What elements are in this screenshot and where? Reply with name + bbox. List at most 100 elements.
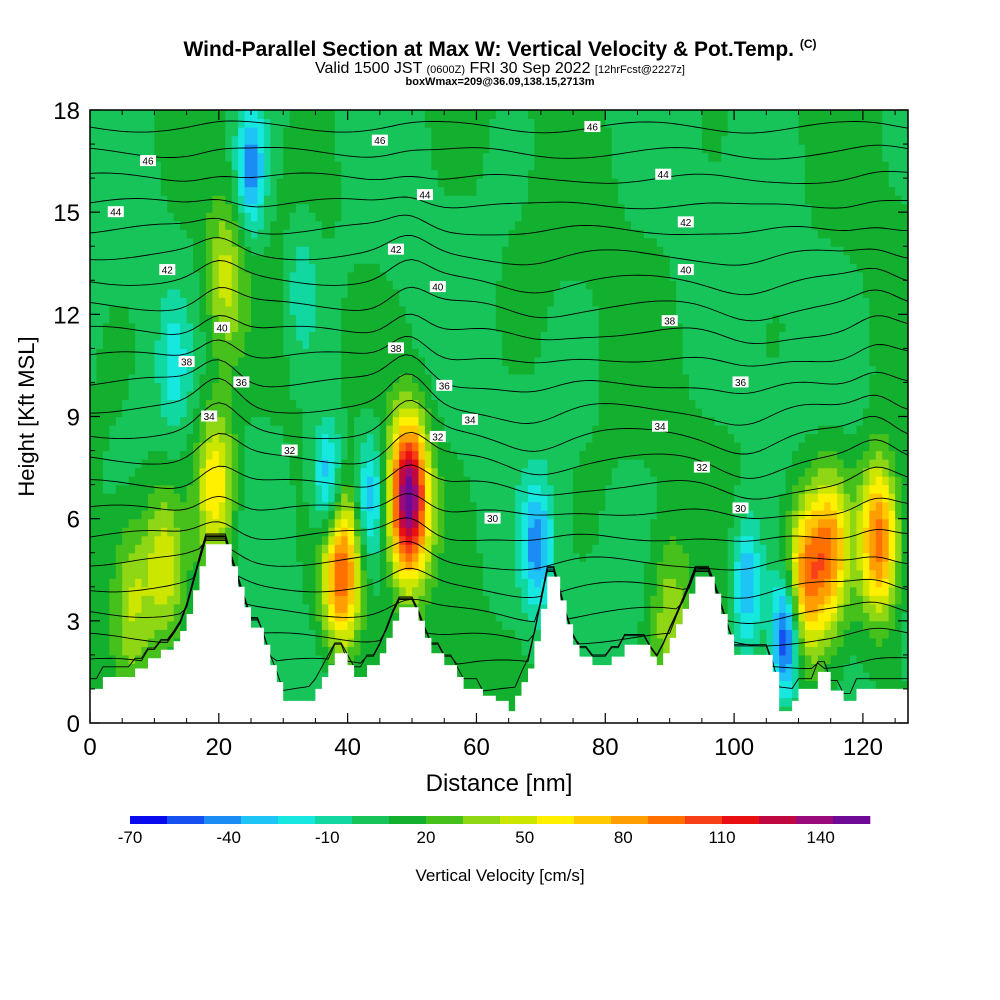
field-cell (412, 510, 420, 520)
field-cell (205, 501, 213, 511)
field-cell (160, 237, 168, 247)
field-cell (412, 288, 420, 298)
field-cell (379, 425, 387, 435)
field-cell (373, 527, 381, 537)
field-cell (225, 263, 233, 273)
field-cell (276, 569, 284, 579)
field-cell (122, 178, 130, 188)
field-cell (90, 127, 98, 137)
field-cell (296, 314, 304, 324)
field-cell (212, 339, 220, 349)
field-cell (160, 348, 168, 358)
field-cell (515, 161, 523, 171)
field-cell (321, 399, 329, 409)
field-cell (296, 459, 304, 469)
field-cell (373, 425, 381, 435)
field-cell (283, 510, 291, 520)
field-cell (412, 203, 420, 213)
field-cell (251, 135, 259, 145)
field-cell (225, 314, 233, 324)
field-cell (502, 450, 510, 460)
field-cell (109, 484, 117, 494)
field-cell (109, 161, 117, 171)
field-cell (470, 135, 478, 145)
field-cell (302, 280, 310, 290)
field-cell (289, 178, 297, 188)
field-cell (205, 450, 213, 460)
field-cell (160, 450, 168, 460)
field-cell (302, 356, 310, 367)
field-cell (296, 552, 304, 562)
field-cell (276, 373, 284, 384)
field-cell (386, 322, 394, 332)
field-cell (173, 263, 181, 273)
field-cell (283, 348, 291, 358)
field-cell (418, 118, 426, 128)
field-cell (135, 561, 143, 571)
field-cell (90, 152, 98, 162)
field-cell (154, 442, 162, 452)
field-cell (373, 433, 381, 443)
field-cell (470, 501, 478, 511)
field-cell (379, 152, 387, 162)
field-cell (373, 399, 381, 409)
field-cell (470, 246, 478, 256)
field-cell (476, 552, 484, 562)
field-cell (289, 169, 297, 179)
field-cell (437, 620, 445, 630)
field-cell (489, 263, 497, 273)
field-cell (405, 229, 413, 239)
field-cell (321, 442, 329, 452)
field-cell (366, 501, 374, 511)
field-cell (502, 637, 510, 647)
field-cell (154, 271, 162, 281)
field-cell (115, 544, 123, 554)
field-cell (147, 467, 156, 477)
field-cell (328, 322, 336, 332)
field-cell (173, 442, 181, 452)
field-cell (154, 620, 162, 630)
field-cell (205, 288, 213, 298)
field-cell (399, 229, 407, 239)
field-cell (347, 322, 355, 332)
field-cell (347, 467, 355, 477)
field-cell (437, 501, 445, 511)
field-cell (489, 654, 497, 664)
field-cell (218, 271, 226, 281)
field-cell (463, 671, 471, 682)
field-cell (302, 297, 310, 307)
field-cell (341, 178, 349, 188)
field-cell (218, 203, 226, 213)
field-cell (392, 595, 400, 605)
field-cell (476, 314, 484, 324)
field-cell (231, 220, 239, 230)
field-cell (296, 612, 304, 622)
field-cell (315, 288, 323, 298)
field-cell (135, 212, 143, 222)
field-cell (470, 663, 478, 673)
field-cell (257, 178, 265, 188)
field-cell (186, 399, 194, 409)
field-cell (354, 135, 362, 145)
field-cell (90, 271, 98, 281)
field-cell (289, 288, 297, 298)
field-cell (225, 518, 233, 528)
field-cell (238, 459, 246, 469)
field-cell (263, 518, 271, 528)
field-cell (476, 169, 484, 179)
field-cell (244, 127, 252, 137)
field-cell (154, 348, 162, 358)
field-cell (347, 476, 355, 486)
field-cell (276, 510, 284, 520)
field-cell (212, 356, 220, 367)
field-cell (399, 203, 407, 213)
field-cell (392, 578, 400, 588)
field-cell (115, 152, 123, 162)
field-cell (231, 339, 239, 349)
field-cell (141, 263, 149, 273)
field-cell (437, 288, 445, 298)
field-cell (276, 433, 284, 443)
field-cell (463, 663, 471, 673)
field-cell (444, 220, 452, 230)
field-cell (283, 425, 291, 435)
